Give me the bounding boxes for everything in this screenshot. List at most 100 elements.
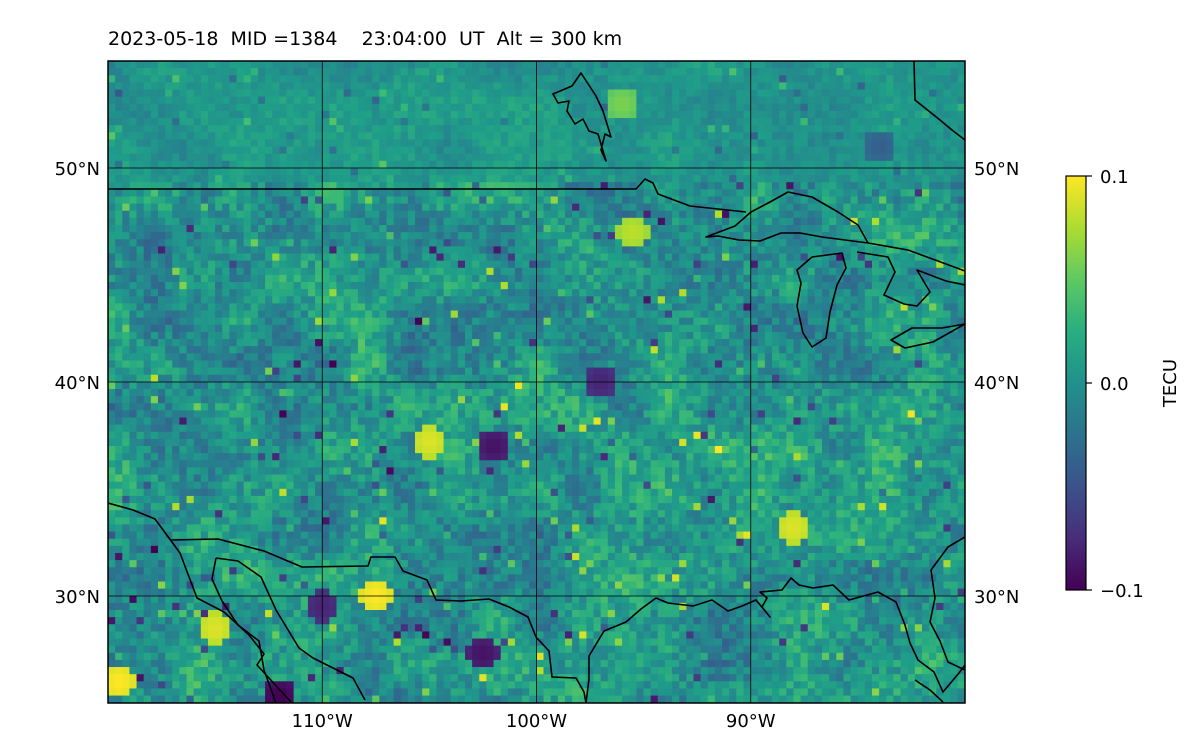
- heatmap-cell: [600, 61, 609, 69]
- heatmap-cell: [143, 346, 152, 354]
- heatmap-cell: [186, 182, 195, 190]
- heatmap-cell: [400, 167, 409, 176]
- heatmap-cell: [165, 353, 173, 362]
- heatmap-cell: [707, 310, 716, 319]
- heatmap-cell: [786, 103, 795, 112]
- heatmap-cell: [729, 118, 737, 126]
- heatmap-cell: [286, 296, 295, 305]
- heatmap-cell: [586, 224, 595, 233]
- heatmap-cell: [329, 274, 338, 283]
- heatmap-cell: [265, 253, 273, 262]
- heatmap-cell: [536, 346, 545, 354]
- heatmap-cell: [564, 296, 573, 305]
- heatmap-cell: [243, 224, 252, 233]
- heatmap-cell: [914, 196, 923, 205]
- heatmap-cell: [350, 289, 359, 297]
- heatmap-cell: [614, 217, 623, 226]
- heatmap-cell: [229, 139, 238, 148]
- heatmap-cell: [236, 239, 245, 247]
- heatmap-cell: [636, 246, 645, 255]
- heatmap-cell: [429, 75, 438, 83]
- heatmap-cell: [207, 253, 216, 262]
- heatmap-cell: [572, 196, 580, 205]
- heatmap-cell: [786, 331, 795, 340]
- heatmap-cell: [843, 61, 852, 69]
- heatmap-cell: [457, 289, 466, 297]
- heatmap-cell: [757, 296, 766, 305]
- heatmap-cell: [165, 324, 173, 333]
- heatmap-cell: [479, 339, 488, 347]
- heatmap-cell: [743, 182, 752, 190]
- heatmap-cell: [772, 274, 780, 283]
- heatmap-cell: [443, 331, 452, 340]
- heatmap-cell: [122, 339, 131, 347]
- heatmap-cell: [536, 253, 545, 262]
- heatmap-cell: [465, 175, 473, 183]
- heatmap-cell: [700, 182, 709, 190]
- heatmap-cell: [393, 224, 402, 233]
- heatmap-cell: [700, 346, 709, 354]
- heatmap-cell: [400, 132, 409, 141]
- heatmap-cell: [557, 125, 566, 133]
- heatmap-cell: [600, 303, 609, 312]
- heatmap-cell: [643, 146, 652, 155]
- heatmap-cell: [622, 274, 630, 283]
- heatmap-cell: [472, 224, 480, 233]
- heatmap-cell: [507, 260, 516, 269]
- heatmap-cell: [500, 167, 509, 176]
- heatmap-cell: [115, 246, 123, 255]
- heatmap-cell: [714, 296, 723, 305]
- heatmap-cell: [236, 118, 245, 126]
- heatmap-cell: [172, 203, 180, 212]
- heatmap-cell: [693, 331, 702, 340]
- heatmap-cell: [108, 303, 116, 312]
- heatmap-cell: [650, 196, 659, 205]
- heatmap-cell: [200, 125, 209, 133]
- heatmap-cell: [772, 246, 780, 255]
- heatmap-cell: [786, 75, 795, 83]
- heatmap-cell: [814, 146, 823, 155]
- heatmap-cell: [672, 317, 680, 326]
- heatmap-cell: [757, 167, 766, 176]
- heatmap-cell: [543, 203, 552, 212]
- heatmap-cell: [500, 267, 509, 276]
- heatmap-cell: [936, 103, 944, 112]
- heatmap-cell: [579, 331, 587, 340]
- heatmap-cell: [272, 196, 280, 205]
- heatmap-cell: [914, 203, 923, 212]
- heatmap-cell: [236, 167, 245, 176]
- heatmap-cell: [514, 246, 523, 255]
- heatmap-cell: [222, 239, 230, 247]
- heatmap-cell: [172, 68, 180, 76]
- heatmap-cell: [329, 153, 338, 162]
- heatmap-cell: [279, 68, 288, 76]
- heatmap-cell: [879, 246, 887, 255]
- heatmap-cell: [115, 331, 123, 340]
- heatmap-cell: [579, 132, 587, 141]
- heatmap-cell: [700, 267, 709, 276]
- heatmap-cell: [693, 103, 702, 112]
- heatmap-cell: [836, 224, 845, 233]
- heatmap-cell: [629, 139, 637, 148]
- heatmap-cell: [122, 61, 131, 69]
- heatmap-cell: [243, 189, 252, 198]
- heatmap-cell: [800, 189, 809, 198]
- heatmap-cell: [379, 125, 388, 133]
- heatmap-cell: [486, 282, 495, 290]
- heatmap-cell: [600, 310, 609, 319]
- heatmap-cell: [864, 317, 873, 326]
- heatmap-cell: [357, 110, 366, 119]
- heatmap-cell: [829, 310, 837, 319]
- heatmap-cell: [921, 146, 930, 155]
- heatmap-cell: [407, 232, 416, 240]
- heatmap-cell: [950, 267, 959, 276]
- heatmap-cell: [879, 217, 887, 226]
- heatmap-cell: [664, 96, 673, 105]
- heatmap-cell: [536, 153, 545, 162]
- heatmap-cell: [507, 160, 516, 169]
- heatmap-cell: [686, 118, 695, 126]
- heatmap-cell: [600, 75, 609, 83]
- heatmap-cell: [157, 175, 166, 183]
- heatmap-cell: [379, 103, 388, 112]
- heatmap-cell: [315, 160, 323, 169]
